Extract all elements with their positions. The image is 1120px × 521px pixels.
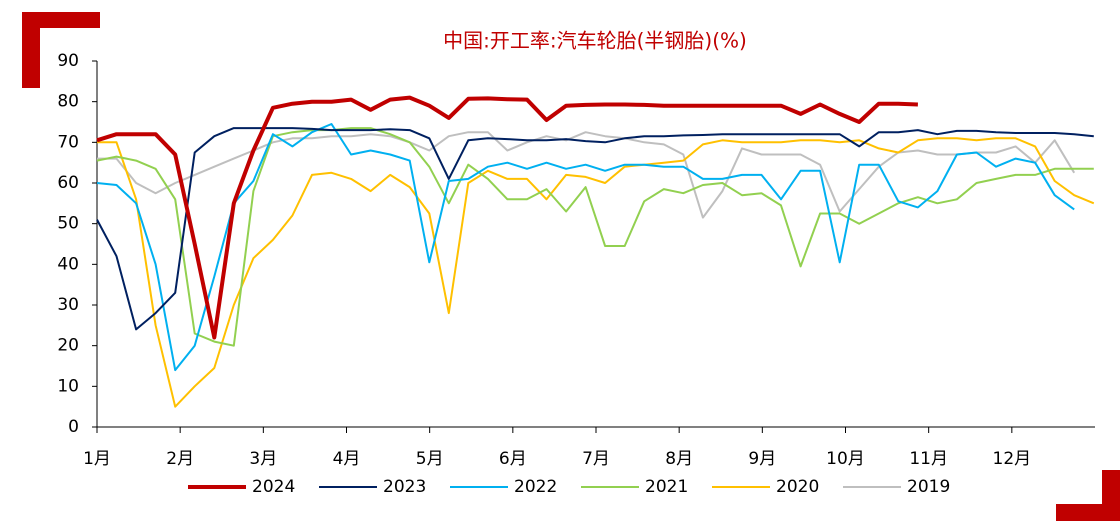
corner-decoration: [1056, 470, 1120, 521]
series-line: [96, 95, 918, 340]
chart-title: 中国:开工率:汽车轮胎(半钢胎)(%): [443, 29, 747, 53]
legend-label: 2021: [645, 477, 688, 497]
series-line: [96, 127, 1094, 347]
legend-label: 2022: [514, 477, 557, 497]
legend-label: 2024: [252, 477, 295, 497]
y-tick-label: 0: [68, 417, 79, 437]
y-tick-label: 80: [57, 92, 79, 112]
x-tick-label: 3月: [249, 449, 277, 469]
series-line: [97, 137, 1095, 408]
x-tick-label: 6月: [499, 449, 527, 469]
x-tick-label: 2月: [166, 449, 194, 469]
y-tick-label: 30: [57, 295, 79, 315]
y-tick-label: 20: [57, 336, 79, 356]
x-tick-label: 10月: [826, 449, 865, 469]
legend-label: 2023: [383, 477, 426, 497]
y-tick-label: 70: [57, 132, 79, 152]
y-tick-label: 10: [57, 376, 79, 396]
x-tick-label: 12月: [993, 449, 1032, 469]
series-line: [96, 127, 1094, 331]
corner-decoration: [22, 12, 100, 88]
x-tick-label: 7月: [582, 449, 610, 469]
x-tick-label: 11月: [909, 449, 948, 469]
x-tick-label: 1月: [83, 449, 111, 469]
x-tick-label: 5月: [416, 449, 444, 469]
legend-label: 2019: [907, 477, 950, 497]
x-tick-label: 4月: [333, 449, 361, 469]
y-tick-label: 60: [57, 173, 79, 193]
x-tick-label: 9月: [748, 449, 776, 469]
y-tick-label: 40: [57, 254, 79, 274]
series-line: [97, 131, 1076, 219]
series-line: [96, 123, 1075, 372]
x-tick-label: 8月: [665, 449, 693, 469]
y-tick-label: 50: [57, 214, 79, 234]
y-tick-label: 90: [57, 51, 79, 71]
legend-label: 2020: [776, 477, 819, 497]
